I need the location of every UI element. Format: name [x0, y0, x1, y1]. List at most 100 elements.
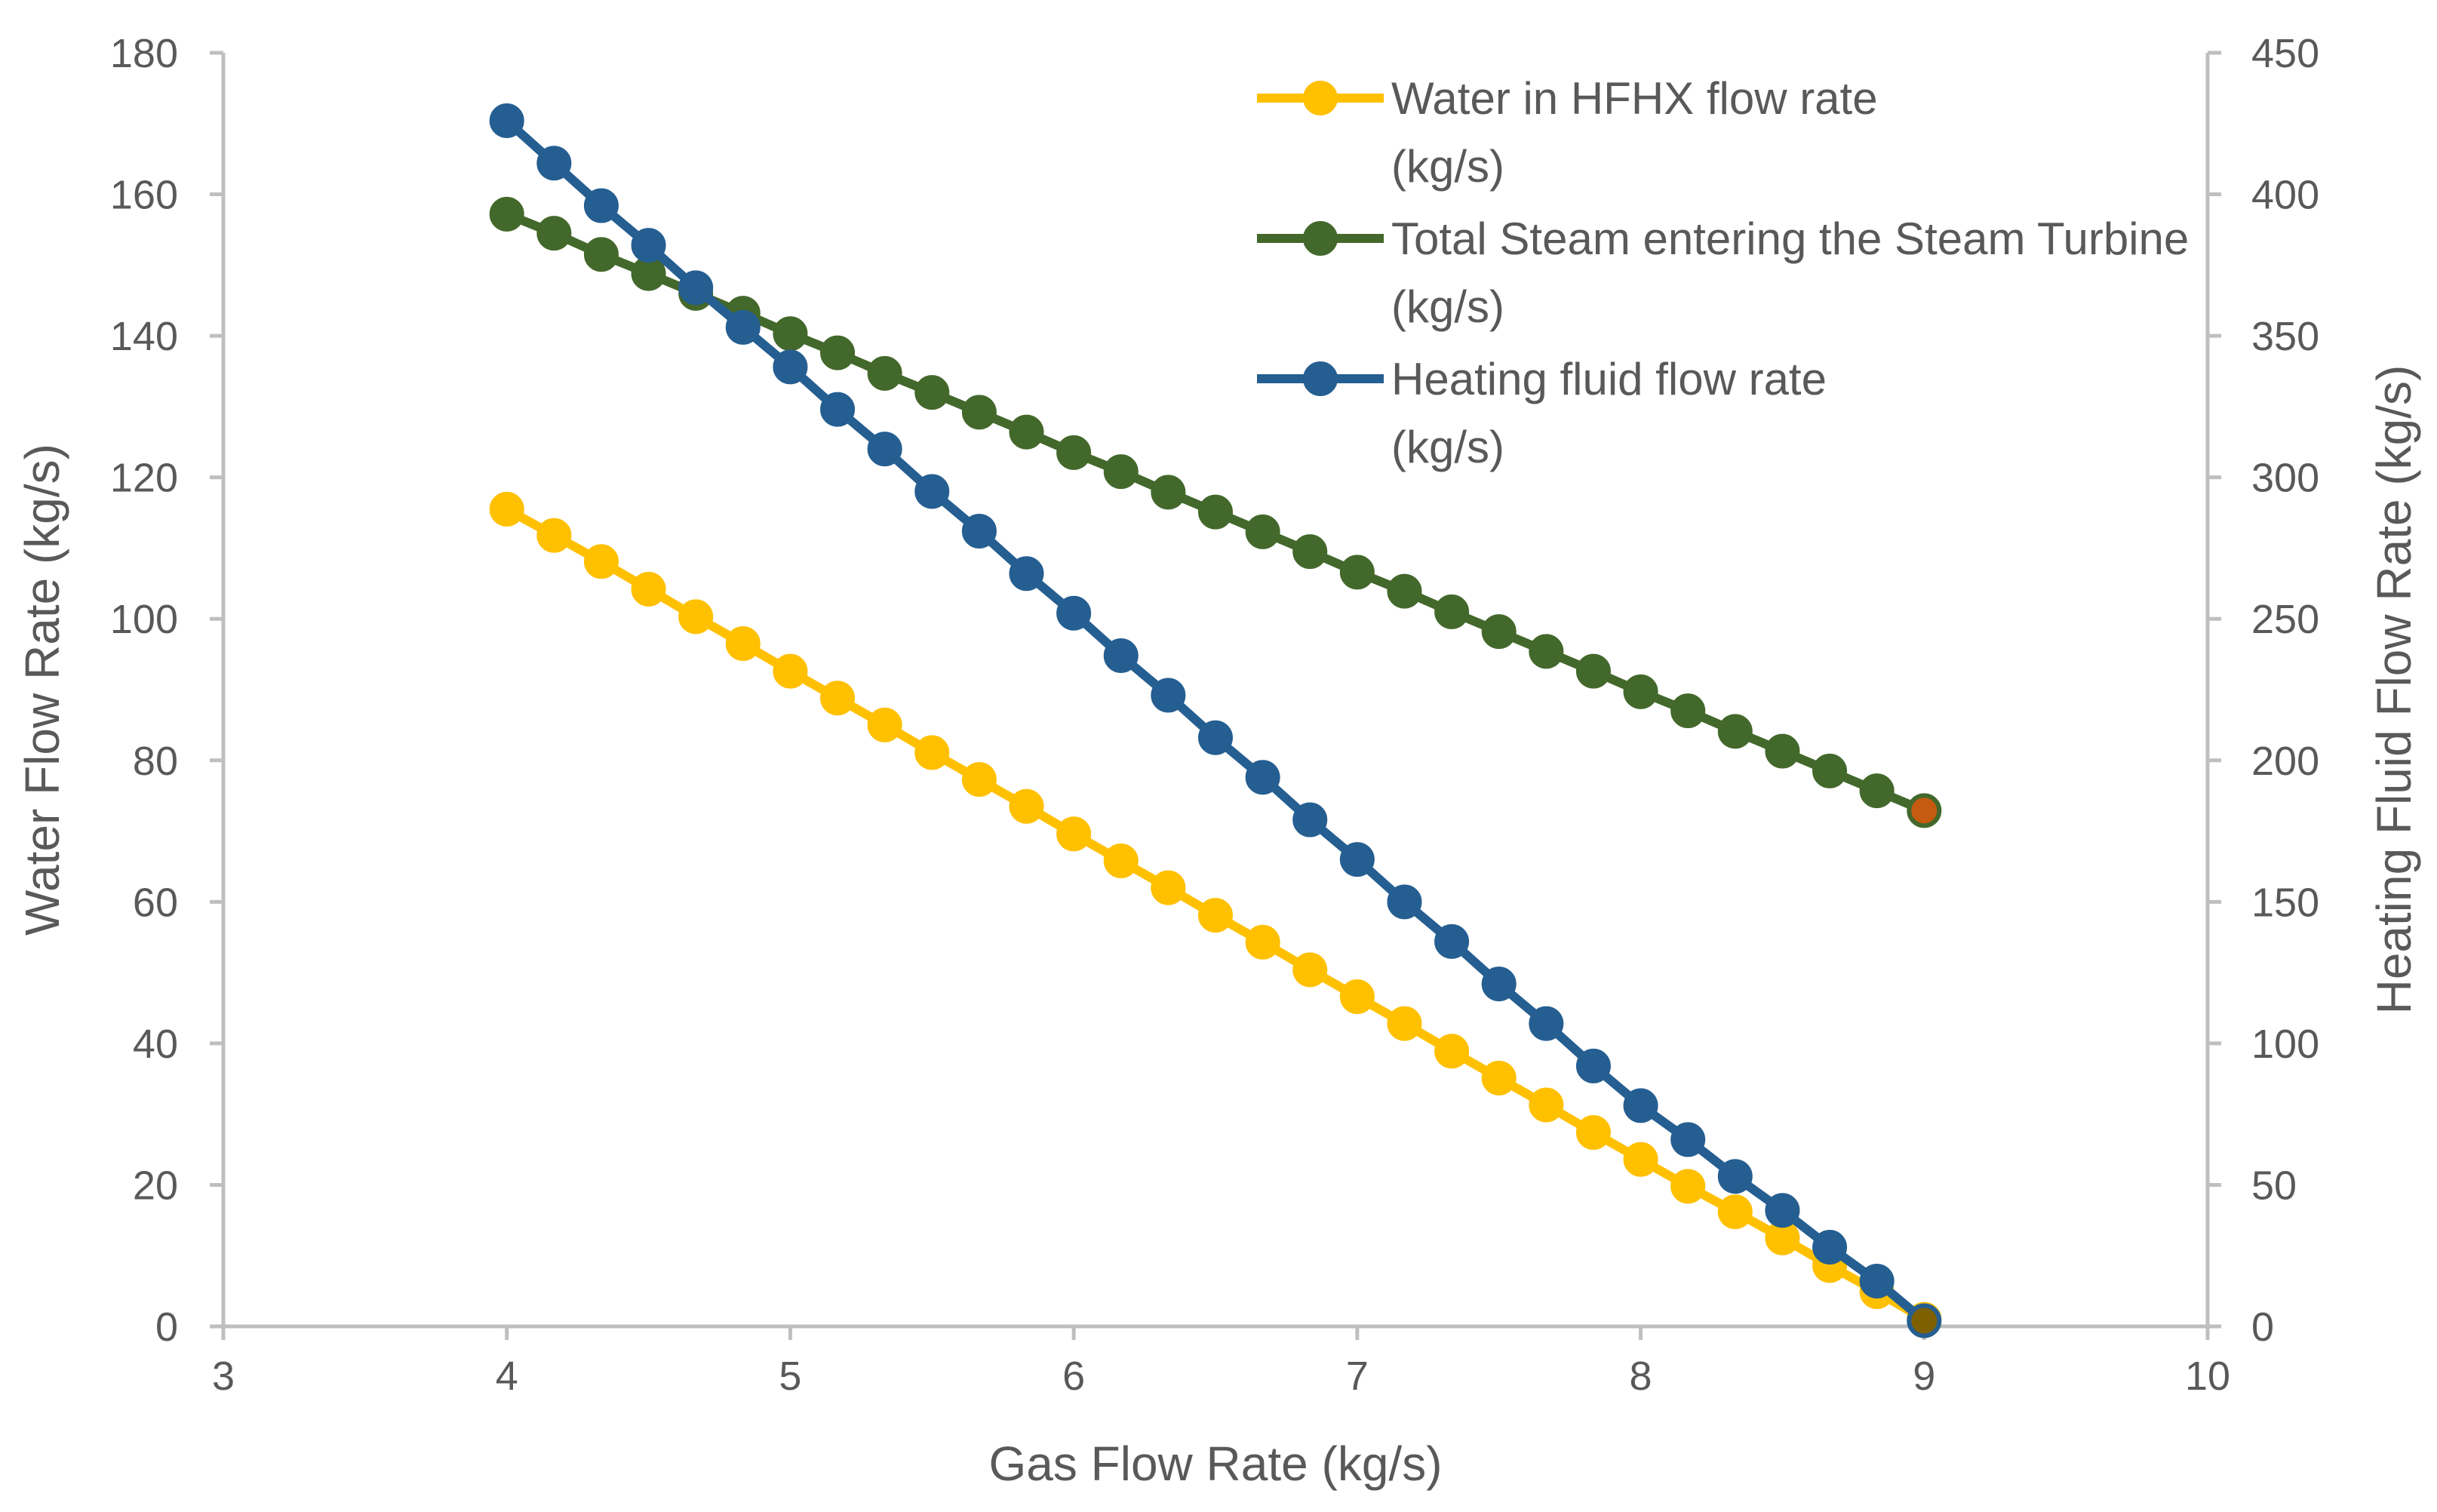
y-left-tick-label: 140 — [110, 314, 178, 359]
data-point — [867, 707, 902, 742]
legend-label: Total Steam entering the Steam Turbine — [1391, 214, 2189, 264]
data-point — [583, 544, 619, 579]
data-point — [1434, 1034, 1470, 1069]
data-point — [489, 491, 524, 527]
y-left-tick-label: 60 — [133, 880, 178, 925]
data-point — [1907, 1303, 1942, 1338]
data-point — [1434, 594, 1470, 629]
data-point — [1056, 816, 1092, 852]
data-point — [1529, 634, 1564, 669]
x-tick-label: 5 — [779, 1354, 801, 1399]
data-point — [583, 237, 619, 272]
data-point — [820, 681, 856, 716]
data-point — [1103, 843, 1139, 878]
data-point — [1245, 514, 1280, 549]
legend-marker — [1303, 81, 1338, 115]
data-point — [1670, 1169, 1706, 1204]
data-point — [1339, 555, 1375, 590]
data-point — [1198, 720, 1233, 755]
data-point — [1103, 454, 1139, 490]
data-point — [536, 518, 572, 553]
legend-label: (kg/s) — [1391, 422, 1504, 472]
data-point — [1623, 674, 1658, 709]
data-point — [773, 316, 808, 352]
data-point — [1812, 1229, 1848, 1265]
data-point — [1859, 773, 1895, 809]
legend-label: Water in HFHX flow rate — [1391, 73, 1878, 124]
series-3 — [489, 103, 1942, 1338]
x-axis-title: Gas Flow Rate (kg/s) — [988, 1437, 1442, 1491]
data-point — [867, 432, 902, 467]
x-tick-label: 10 — [2185, 1354, 2230, 1399]
data-point — [1670, 693, 1706, 729]
data-point — [1198, 898, 1233, 933]
data-point — [1339, 842, 1375, 877]
data-point — [1623, 1088, 1658, 1123]
data-point — [1245, 924, 1280, 960]
data-point — [678, 270, 714, 306]
data-point — [631, 228, 666, 263]
legend-label: (kg/s) — [1391, 281, 1504, 332]
legend-marker — [1303, 361, 1338, 396]
data-point — [867, 355, 902, 391]
legend-item: Water in HFHX flow rate (kg/s) — [1257, 73, 1878, 192]
y-right-axis-title: Heating Fluid Flow Rate (kg/s) — [2367, 365, 2421, 1015]
y-right-axis-ticks: 0 50 100 150 200 250 300 350 400 450 — [2208, 31, 2319, 1350]
y-right-tick-label: 450 — [2251, 31, 2319, 76]
data-point — [631, 256, 666, 291]
legend-item: Heating fluid flow rate (kg/s) — [1257, 354, 1827, 472]
data-point — [536, 146, 572, 181]
data-point — [1151, 870, 1186, 905]
data-point — [1717, 714, 1753, 749]
y-left-tick-label: 100 — [110, 597, 178, 642]
y-right-tick-label: 0 — [2251, 1305, 2274, 1350]
y-left-tick-label: 40 — [133, 1022, 178, 1067]
data-point — [1670, 1122, 1706, 1157]
data-point — [961, 513, 997, 549]
legend: Water in HFHX flow rate(kg/s)Total Steam… — [1257, 73, 2189, 472]
data-point — [914, 375, 950, 410]
y-left-tick-label: 80 — [133, 739, 178, 784]
data-point — [773, 349, 808, 385]
data-point — [820, 392, 856, 427]
y-left-axis-title: Water Flow Rate (kg/s) — [15, 444, 69, 936]
data-point — [1575, 653, 1611, 689]
data-point — [914, 735, 950, 770]
series-1 — [489, 491, 1942, 1337]
y-right-tick-label: 350 — [2251, 314, 2319, 359]
data-point — [1717, 1194, 1753, 1230]
data-point — [773, 653, 808, 689]
y-left-tick-label: 180 — [110, 31, 178, 76]
data-point — [725, 309, 761, 345]
data-point — [1339, 979, 1375, 1014]
axes — [221, 53, 2210, 1329]
series-group — [489, 103, 1942, 1338]
data-point — [1765, 1193, 1800, 1228]
x-axis-ticks: 3 4 5 6 7 8 9 10 — [212, 1326, 2230, 1399]
data-point — [1009, 788, 1044, 824]
legend-item: Total Steam entering the Steam Turbine (k… — [1257, 214, 2189, 332]
data-point — [1765, 733, 1800, 769]
data-point — [1245, 760, 1280, 795]
data-point — [1056, 595, 1092, 631]
data-point — [1529, 1087, 1564, 1123]
x-tick-label: 8 — [1630, 1354, 1652, 1399]
legend-label: (kg/s) — [1391, 141, 1504, 192]
data-point — [820, 335, 856, 370]
data-point — [1575, 1048, 1611, 1083]
data-point — [1859, 1263, 1895, 1298]
data-point — [1009, 414, 1044, 450]
x-tick-label: 6 — [1062, 1354, 1085, 1399]
data-point — [1907, 793, 1942, 828]
y-right-tick-label: 150 — [2251, 880, 2319, 925]
data-point — [536, 216, 572, 251]
y-right-tick-label: 400 — [2251, 173, 2319, 218]
x-tick-label: 4 — [496, 1354, 518, 1399]
data-point — [725, 626, 761, 662]
data-point — [1387, 573, 1422, 609]
data-point — [631, 571, 666, 607]
x-tick-label: 3 — [212, 1354, 235, 1399]
data-point — [1434, 923, 1470, 959]
data-point — [583, 188, 619, 223]
data-point — [1481, 967, 1517, 1002]
